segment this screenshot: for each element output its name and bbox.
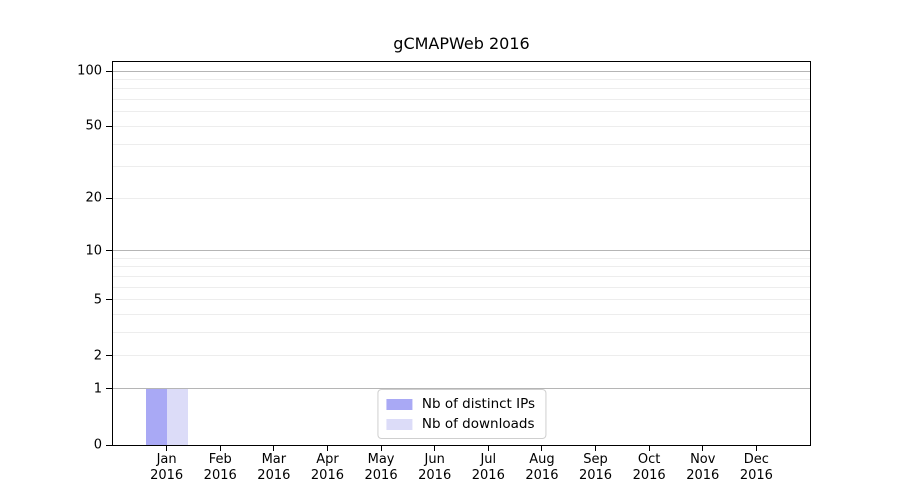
x-tick-mark <box>648 446 650 451</box>
minor-gridline <box>113 355 810 357</box>
x-tick-label: Oct 2016 <box>632 452 666 483</box>
x-tick-mark <box>219 446 221 451</box>
major-gridline <box>113 250 810 252</box>
y-tick-label: 100 <box>77 63 102 79</box>
x-tick-label: Apr 2016 <box>310 452 344 483</box>
x-tick-mark <box>166 446 168 451</box>
bar-nb-of-downloads <box>166 388 188 445</box>
x-tick-label: Feb 2016 <box>203 452 237 483</box>
minor-gridline <box>113 299 810 301</box>
x-tick-label: May 2016 <box>364 452 398 483</box>
y-tick-mark <box>106 355 112 357</box>
y-tick-label: 10 <box>85 243 102 259</box>
x-tick-label: Dec 2016 <box>739 452 773 483</box>
y-tick-mark <box>106 70 112 72</box>
x-tick-mark <box>326 446 328 451</box>
legend-swatch-icon <box>385 398 412 410</box>
minor-gridline <box>113 332 810 334</box>
minor-gridline <box>113 314 810 316</box>
y-tick-mark <box>106 125 112 127</box>
y-tick-label: 50 <box>85 118 102 134</box>
minor-gridline <box>113 143 810 145</box>
minor-gridline <box>113 197 810 199</box>
y-tick-label: 20 <box>85 190 102 206</box>
x-tick-mark <box>541 446 543 451</box>
x-tick-mark <box>487 446 489 451</box>
y-tick-label: 1 <box>93 381 102 397</box>
minor-gridline <box>113 88 810 90</box>
y-tick-mark <box>106 299 112 301</box>
x-tick-mark <box>434 446 436 451</box>
legend-label: Nb of distinct IPs <box>421 396 536 412</box>
y-tick-label: 0 <box>93 437 102 453</box>
chart-title: gCMAPWeb 2016 <box>393 34 530 53</box>
plot-area: 0 1 2 5 10 20 50 100 Jan 2016 Feb 2016 Mar 2016 Apr 20… <box>77 61 811 483</box>
x-tick-label: Aug 2016 <box>525 452 559 483</box>
y-tick-label: 2 <box>93 348 102 364</box>
legend-item: Nb of downloads <box>385 416 535 432</box>
y-tick-mark <box>106 197 112 199</box>
y-tick-mark <box>106 388 112 390</box>
x-tick-mark <box>273 446 275 451</box>
x-tick-mark <box>595 446 597 451</box>
minor-gridline <box>113 111 810 113</box>
x-tick-mark <box>755 446 757 451</box>
minor-gridline <box>113 286 810 288</box>
x-tick-label: Mar 2016 <box>257 452 291 483</box>
minor-gridline <box>113 266 810 268</box>
minor-gridline <box>113 99 810 101</box>
major-gridline <box>113 70 810 72</box>
major-gridline <box>113 388 810 390</box>
minor-gridline <box>113 257 810 259</box>
legend-label: Nb of downloads <box>421 416 535 432</box>
x-tick-mark <box>380 446 382 451</box>
x-tick-label: Sep 2016 <box>578 452 613 483</box>
minor-gridline <box>113 78 810 80</box>
legend-swatch-icon <box>385 418 412 430</box>
x-tick-label: Jan 2016 <box>150 452 184 483</box>
x-tick-label: Nov 2016 <box>686 452 720 483</box>
legend: Nb of distinct IPs Nb of downloads <box>376 389 547 439</box>
bar-nb-of-distinct-ips <box>145 388 167 445</box>
y-tick-mark <box>106 250 112 252</box>
minor-gridline <box>113 125 810 127</box>
y-tick-label: 5 <box>93 292 102 308</box>
x-tick-mark <box>702 446 704 451</box>
legend-item: Nb of distinct IPs <box>385 396 536 412</box>
minor-gridline <box>113 275 810 277</box>
x-tick-label: Jul 2016 <box>471 452 505 483</box>
y-tick-mark <box>106 444 112 446</box>
x-tick-label: Jun 2016 <box>418 452 452 483</box>
minor-gridline <box>113 166 810 168</box>
